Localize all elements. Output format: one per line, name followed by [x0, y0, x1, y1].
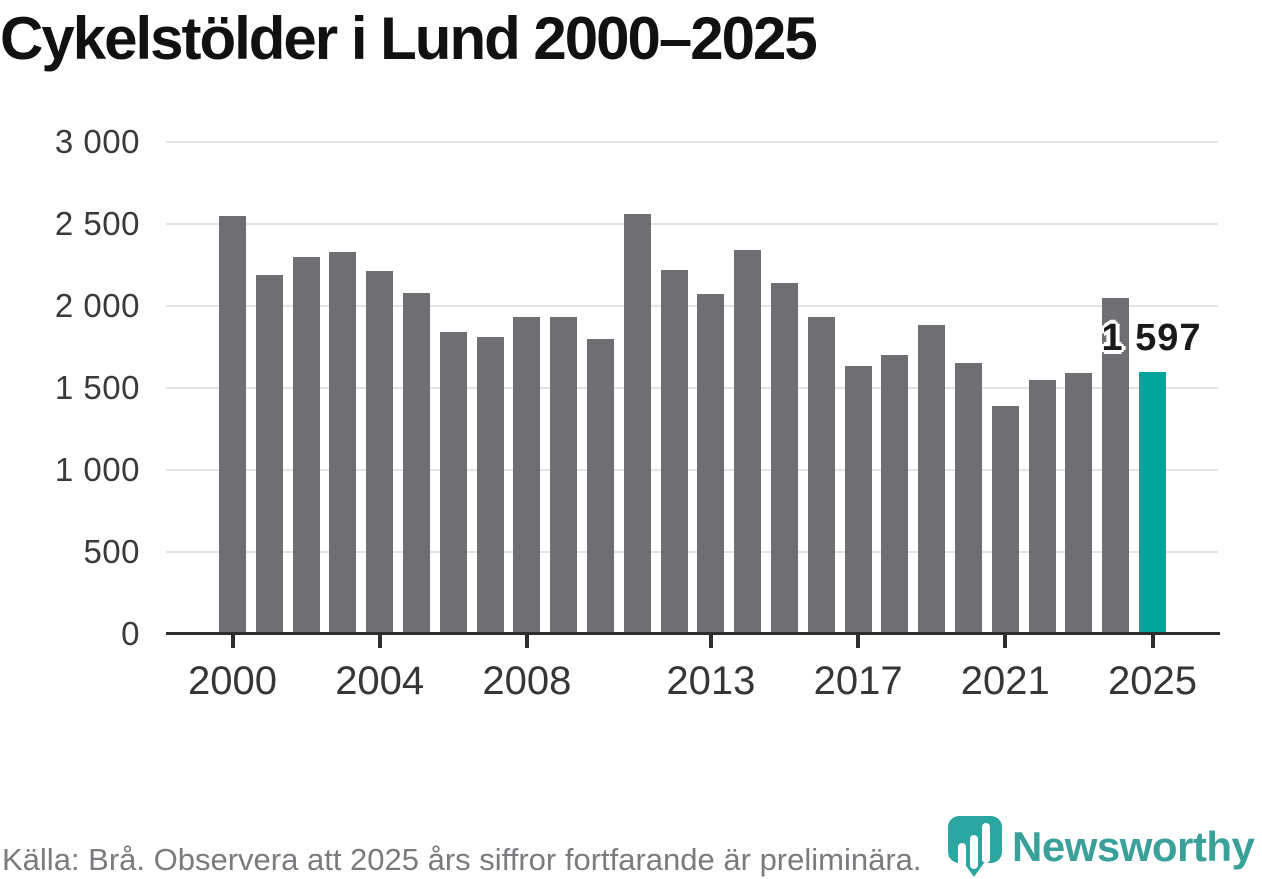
bar-2004 — [366, 271, 394, 634]
y-gridline-500 — [166, 550, 1218, 553]
bar-2016 — [807, 317, 835, 634]
x-tick-2017 — [856, 635, 861, 648]
x-tick-2000 — [230, 635, 235, 648]
x-tick-label: 2013 — [666, 659, 756, 703]
bar-2013 — [697, 294, 725, 634]
newsworthy-logo-text: Newsworthy — [1012, 823, 1255, 870]
y-gridline-2500 — [166, 222, 1218, 225]
newsworthy-logo-icon — [948, 816, 1002, 877]
bar-2009 — [550, 317, 578, 634]
bar-2001 — [255, 274, 283, 634]
bar-2014 — [734, 250, 762, 634]
bar-2025-highlight — [1139, 371, 1166, 634]
chart-title: Cykelstölder i Lund 2000–2025 — [0, 5, 818, 72]
bar-2006 — [439, 332, 467, 634]
x-tick-label: 2008 — [482, 659, 572, 703]
y-gridline-2000 — [166, 304, 1218, 307]
bar-2000 — [219, 215, 246, 634]
newsworthy-logo: Newsworthy — [948, 816, 1255, 877]
bar-2019 — [918, 325, 946, 634]
x-tick-2004 — [377, 635, 382, 648]
value-label-2025: 1 597 — [1101, 317, 1202, 359]
bar-2024 — [1102, 297, 1130, 634]
y-tick-label: 500 — [83, 532, 140, 570]
bar-2020 — [955, 363, 982, 634]
y-gridline-1000 — [166, 468, 1218, 471]
x-tick-2025 — [1150, 635, 1155, 648]
x-tick-2021 — [1003, 635, 1008, 648]
bar-2022 — [1028, 379, 1056, 634]
y-gridline-3000 — [166, 141, 1218, 143]
bar-2005 — [403, 292, 430, 634]
x-tick-2013 — [708, 635, 713, 648]
y-tick-label: 3 000 — [54, 123, 140, 160]
x-tick-label: 2017 — [813, 659, 903, 703]
bar-2008 — [513, 317, 541, 634]
y-tick-label: 0 — [121, 614, 140, 652]
y-tick-label: 2 000 — [54, 286, 140, 324]
bar-2015 — [771, 282, 798, 634]
source-note: Källa: Brå. Observera att 2025 års siffr… — [2, 842, 922, 877]
bar-2003 — [329, 251, 357, 634]
bar-2017 — [844, 366, 872, 634]
x-tick-2008 — [524, 635, 529, 648]
bar-2002 — [292, 256, 320, 634]
bar-2007 — [476, 336, 504, 634]
x-tick-label: 2025 — [1108, 659, 1197, 703]
bar-2011 — [623, 214, 651, 634]
y-tick-label: 1 500 — [54, 368, 140, 406]
y-tick-label: 1 000 — [54, 450, 140, 488]
bar-2018 — [881, 354, 909, 634]
bar-2023 — [1065, 373, 1093, 634]
bar-2012 — [660, 269, 688, 634]
y-gridline-1500 — [166, 386, 1218, 389]
y-tick-label: 2 500 — [54, 204, 140, 242]
bar-2010 — [587, 338, 614, 634]
x-tick-label: 2021 — [960, 659, 1050, 703]
bar-2021 — [991, 405, 1019, 634]
x-tick-label: 2000 — [188, 659, 277, 703]
x-axis-line — [166, 632, 1220, 635]
x-tick-label: 2004 — [335, 659, 425, 703]
